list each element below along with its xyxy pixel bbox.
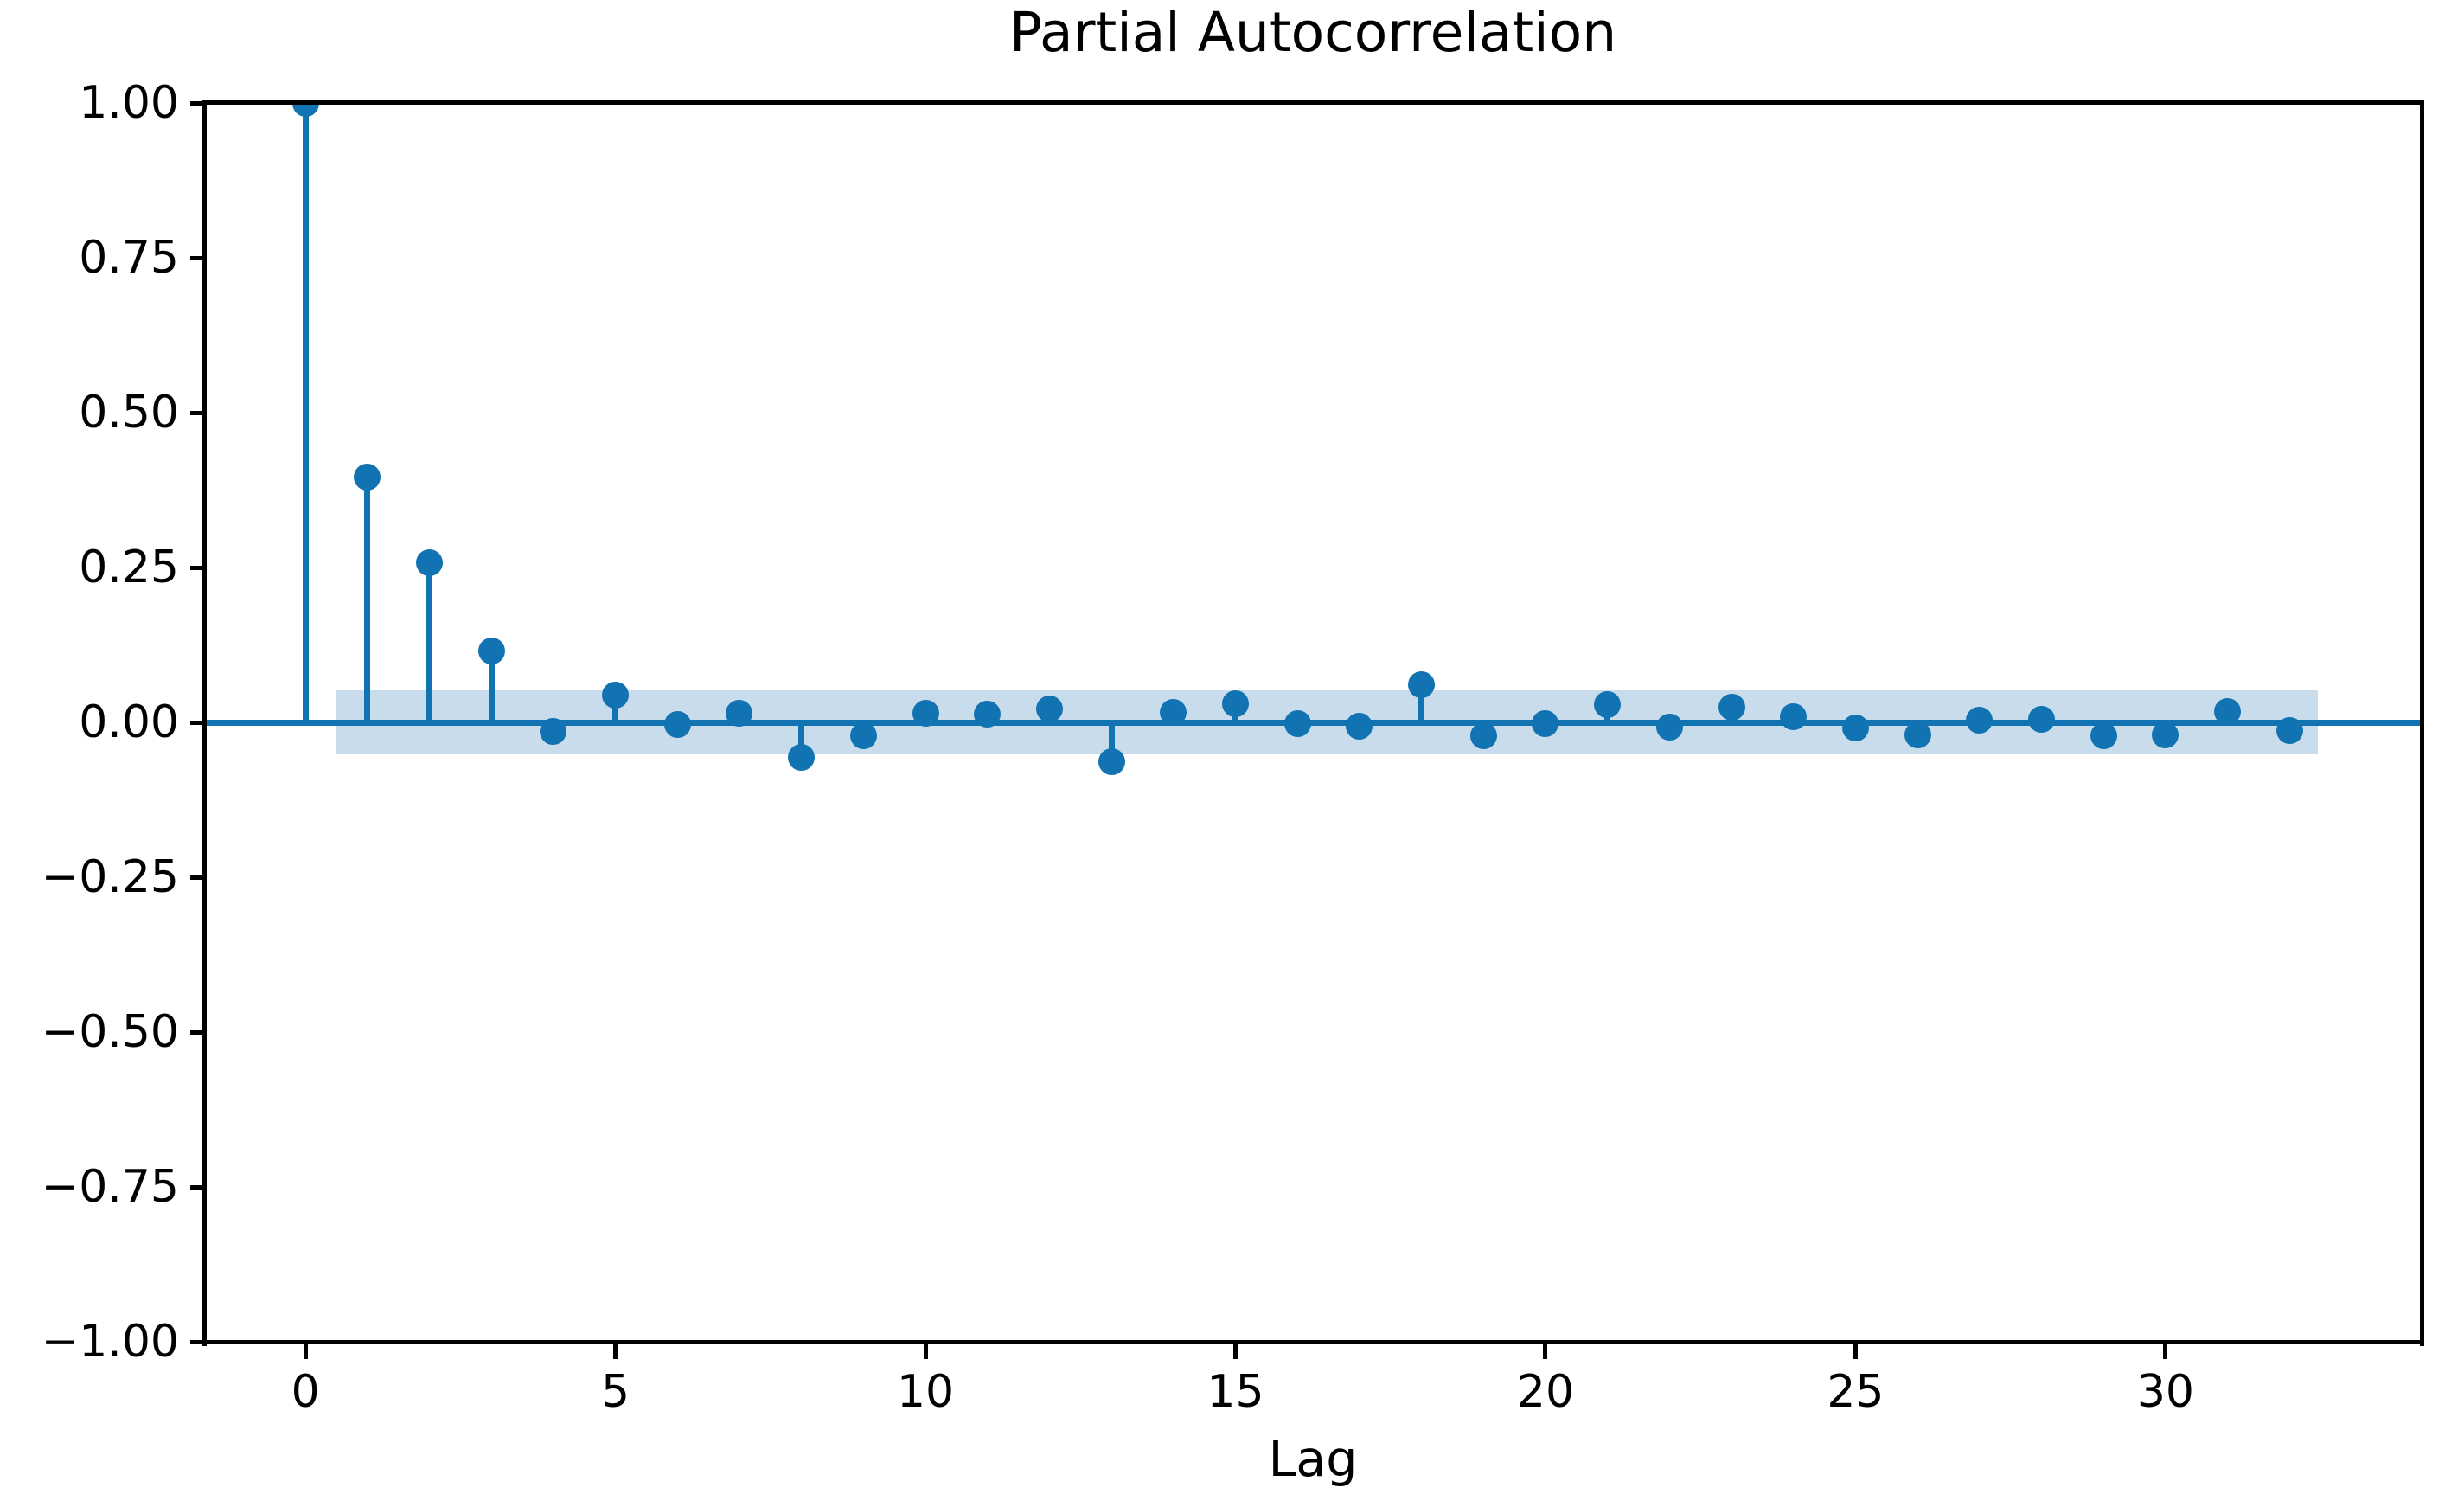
data-point-marker xyxy=(1346,712,1373,740)
data-point-marker xyxy=(1904,721,1931,748)
chart-title: Partial Autocorrelation xyxy=(1008,1,1617,64)
data-point-marker xyxy=(1780,703,1808,731)
data-point-marker xyxy=(416,548,444,576)
data-point-marker xyxy=(1098,747,1125,775)
data-point-marker xyxy=(1718,694,1745,721)
data-point-marker xyxy=(1841,714,1869,741)
y-tick-label: 0.25 xyxy=(79,542,179,593)
bottom-spine xyxy=(202,1340,2424,1344)
data-point-marker xyxy=(291,103,319,117)
stem xyxy=(1418,684,1425,722)
data-point-marker xyxy=(974,701,1002,728)
x-tick-mark xyxy=(1233,1344,1238,1359)
stem xyxy=(302,103,309,722)
x-tick-label: 25 xyxy=(1827,1366,1885,1418)
data-point-marker xyxy=(540,717,567,745)
stem xyxy=(612,695,619,722)
top-spine xyxy=(202,100,2424,105)
data-point-marker xyxy=(1035,696,1063,723)
data-point-marker xyxy=(2275,716,2303,744)
y-tick-mark xyxy=(190,1184,205,1190)
y-tick-label: 0.00 xyxy=(79,696,179,748)
zero-baseline xyxy=(205,719,2422,726)
data-point-marker xyxy=(2214,698,2242,726)
data-point-marker xyxy=(1408,670,1436,698)
data-point-marker xyxy=(602,681,630,709)
data-point-marker xyxy=(1469,721,1497,749)
y-tick-mark xyxy=(190,255,205,260)
data-point-marker xyxy=(912,699,939,727)
data-point-marker xyxy=(354,463,381,491)
plot-area xyxy=(205,103,2422,1342)
data-point-marker xyxy=(2028,705,2056,733)
y-tick-label: −0.50 xyxy=(41,1006,179,1058)
data-point-marker xyxy=(788,744,816,772)
x-tick-mark xyxy=(303,1344,308,1359)
right-spine xyxy=(2420,100,2424,1346)
stem xyxy=(1108,722,1115,762)
data-point-marker xyxy=(477,638,505,665)
x-tick-label: 10 xyxy=(896,1366,955,1418)
x-axis-label: Lag xyxy=(1268,1431,1358,1488)
x-tick-mark xyxy=(613,1344,618,1359)
stem xyxy=(798,722,805,758)
y-tick-mark xyxy=(190,410,205,415)
data-point-marker xyxy=(1594,691,1622,719)
x-tick-label: 0 xyxy=(291,1366,320,1418)
data-point-marker xyxy=(663,711,691,739)
y-tick-label: 0.75 xyxy=(79,232,179,284)
y-tick-mark xyxy=(190,100,205,106)
data-point-marker xyxy=(1160,699,1187,727)
data-point-marker xyxy=(1655,714,1683,741)
stem xyxy=(364,477,371,722)
data-point-marker xyxy=(1966,707,1994,734)
stem xyxy=(488,651,495,722)
y-tick-mark xyxy=(190,720,205,725)
data-point-marker xyxy=(1222,690,1250,718)
y-tick-label: −0.75 xyxy=(41,1161,179,1213)
data-point-marker xyxy=(2090,722,2117,750)
x-tick-label: 20 xyxy=(1516,1366,1575,1418)
x-tick-mark xyxy=(2163,1344,2168,1359)
y-tick-mark xyxy=(190,875,205,880)
y-tick-mark xyxy=(190,565,205,570)
y-tick-label: −0.25 xyxy=(41,851,179,903)
x-tick-mark xyxy=(1853,1344,1858,1359)
x-tick-mark xyxy=(923,1344,928,1359)
y-tick-mark xyxy=(190,1029,205,1035)
data-point-marker xyxy=(1532,709,1559,737)
x-tick-label: 5 xyxy=(601,1366,630,1418)
y-tick-mark xyxy=(190,1339,205,1344)
y-tick-label: 1.00 xyxy=(79,77,179,129)
y-tick-label: −1.00 xyxy=(41,1316,179,1368)
data-point-marker xyxy=(726,700,753,728)
data-point-marker xyxy=(1283,709,1311,737)
stem xyxy=(426,562,433,722)
data-point-marker xyxy=(2152,721,2179,748)
data-point-marker xyxy=(849,722,877,750)
x-tick-label: 30 xyxy=(2136,1366,2194,1418)
y-tick-label: 0.50 xyxy=(79,387,179,439)
x-tick-label: 15 xyxy=(1206,1366,1264,1418)
x-tick-mark xyxy=(1543,1344,1548,1359)
